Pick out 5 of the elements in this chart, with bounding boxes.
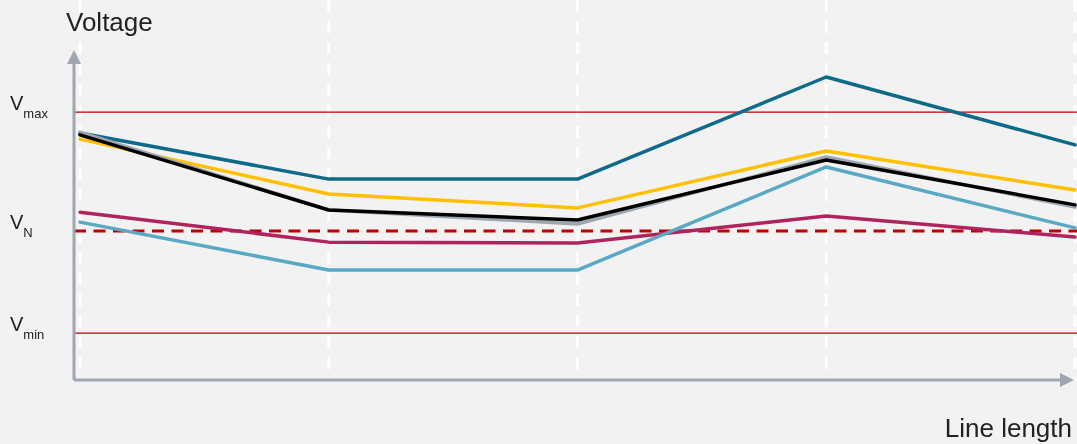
ref-line-label: V$_{min}$ bbox=[10, 313, 45, 342]
y-axis-title: Voltage bbox=[66, 7, 153, 37]
x-axis-title: Line length bbox=[944, 413, 1072, 443]
ref-line-label: V$_{N}$ bbox=[10, 210, 33, 240]
ref-line-label: V$_{max}$ bbox=[10, 92, 49, 121]
